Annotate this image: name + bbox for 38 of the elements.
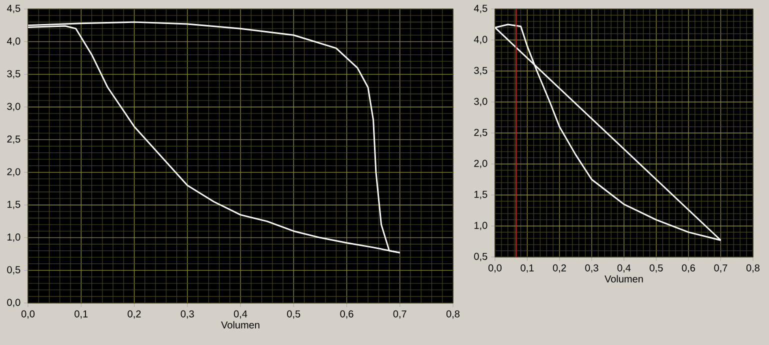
y-tick-label: 4,0 (6, 38, 20, 46)
y-tick-label: 0,0 (7, 298, 20, 308)
x-tick-label: 0,4 (234, 310, 248, 319)
x-tick-label: 0,7 (393, 310, 406, 319)
x-tick-label: 0,3 (585, 264, 598, 273)
x-tick-label: 0,2 (128, 310, 141, 319)
y-tick-label: 3,0 (474, 98, 488, 106)
x-tick-label: 0,1 (520, 264, 534, 273)
y-tick-label: 3,0 (7, 102, 20, 112)
y-tick-label: 1,0 (474, 222, 488, 230)
x-tick-label: 0,7 (714, 264, 728, 273)
x-tick-label: 0,5 (650, 264, 663, 273)
y-tick-label: 2,5 (7, 136, 20, 144)
y-tick-label: 1,5 (7, 200, 20, 210)
y-tick-label: 1,0 (7, 234, 20, 242)
x-tick-label: 0,4 (617, 264, 631, 273)
x-tick-label: 0,8 (746, 264, 760, 273)
y-tick-label: 4,0 (474, 36, 488, 44)
y-tick-label: 2,0 (474, 160, 488, 168)
x-tick-label: 0,8 (446, 310, 460, 319)
x-tick-label: 0,6 (340, 310, 354, 319)
y-tick-label: 4,5 (474, 4, 488, 14)
x-axis-title: Volumen (604, 275, 643, 282)
y-tick-label: 4,5 (6, 4, 20, 14)
x-tick-label: 0,0 (21, 310, 35, 319)
y-tick-label: 0,5 (474, 252, 488, 262)
x-tick-label: 0,0 (488, 264, 502, 273)
y-tick-label: 1,5 (474, 190, 488, 200)
y-tick-label: 3,5 (7, 70, 20, 78)
x-axis-title: Volumen (221, 321, 260, 328)
x-tick-label: 0,2 (552, 264, 566, 273)
x-tick-label: 0,3 (180, 310, 194, 319)
y-tick-label: 3,5 (474, 66, 488, 76)
x-tick-label: 0,1 (74, 310, 88, 319)
y-tick-label: 2,0 (7, 168, 20, 176)
x-tick-label: 0,5 (287, 310, 300, 319)
y-tick-label: 2,5 (474, 128, 488, 138)
x-tick-label: 0,6 (682, 264, 695, 273)
